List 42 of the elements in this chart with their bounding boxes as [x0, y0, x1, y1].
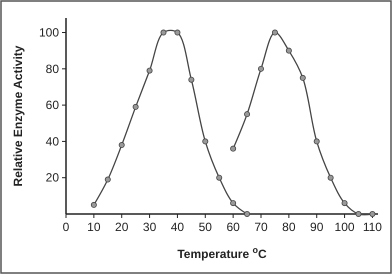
x-tick-label: 10: [87, 220, 101, 234]
x-tick-label: 40: [170, 220, 184, 234]
point: [132, 104, 139, 110]
y-tick-label: 80: [46, 62, 60, 76]
x-axis-title: Temperature $^{o}$C: [177, 245, 267, 261]
x-tick-label: 20: [115, 220, 129, 234]
x-tick-label: 90: [310, 220, 324, 234]
point: [202, 138, 208, 144]
point: [118, 142, 125, 148]
point: [244, 111, 250, 118]
x-tick-label: 70: [254, 220, 268, 234]
point: [146, 68, 153, 74]
x-tick-label: 0: [62, 220, 70, 234]
point: [174, 30, 180, 36]
point: [286, 48, 292, 54]
point: [188, 76, 194, 83]
y-tick-label: 20: [46, 170, 60, 185]
x-tick-label: 50: [198, 220, 212, 234]
point: [160, 30, 166, 36]
point: [104, 176, 111, 183]
x-tick-label: 60: [226, 220, 240, 234]
point: [328, 174, 334, 181]
y-tick-label: 40: [46, 134, 60, 148]
y-tick-label: 100: [38, 26, 60, 40]
point: [244, 211, 250, 217]
point: [300, 74, 306, 81]
x-tick-label: 80: [282, 220, 296, 234]
point: [230, 146, 236, 152]
x-tick-label: 30: [142, 220, 157, 234]
point: [230, 200, 236, 206]
x-tick-label: 100: [334, 220, 355, 234]
point: [272, 30, 278, 36]
point: [314, 138, 320, 144]
point: [342, 200, 348, 206]
x-tick-label: 110: [362, 220, 382, 234]
y-tick-label: 60: [46, 98, 60, 112]
point: [356, 211, 362, 217]
point: [90, 202, 97, 208]
point: [369, 211, 376, 217]
y-axis-title: Relative Enzyme Activity: [11, 45, 25, 186]
point: [216, 174, 222, 181]
point: [258, 66, 264, 72]
